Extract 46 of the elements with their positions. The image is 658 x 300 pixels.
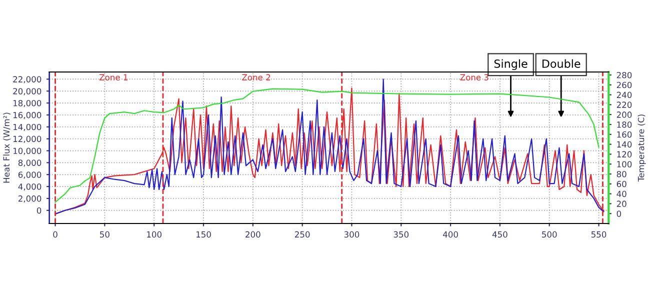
y2-tick-label: 100 xyxy=(617,161,632,168)
x-tick-label: 400 xyxy=(443,231,458,238)
y2-tick-label: 240 xyxy=(616,92,632,98)
y-tick-label: 16,000 xyxy=(13,112,42,120)
y2-tick-label: 80 xyxy=(616,170,626,178)
x-tick-label: 100 xyxy=(147,231,162,238)
y2-tick-label: 280 xyxy=(616,72,632,78)
annotation: Zone 1 xyxy=(99,74,128,80)
x-tick-label: 350 xyxy=(394,231,409,238)
y-tick-label: 8,000 xyxy=(18,160,42,167)
text: Double xyxy=(542,59,580,68)
y-tick-label: 18,000 xyxy=(13,100,42,108)
y-tick-label: 22,000 xyxy=(13,76,42,84)
x-tick-label: 150 xyxy=(196,231,211,238)
x-tick-label: 50 xyxy=(100,231,110,238)
y2-tick-label: 200 xyxy=(616,112,632,118)
y2-tick-label: 60 xyxy=(616,180,626,188)
y-axis-title: Heat Flux (W/m²) xyxy=(3,112,11,183)
y-tick-label: 12,000 xyxy=(13,136,42,143)
y2-tick-label: 180 xyxy=(617,121,632,128)
text: Single xyxy=(494,59,528,70)
y2-tick-label: 0 xyxy=(616,210,622,217)
x-tick-label: 450 xyxy=(492,231,508,238)
y-tick-label: 4,000 xyxy=(18,184,42,191)
y-tick-label: 20,000 xyxy=(13,88,42,96)
x-tick-label: 250 xyxy=(294,231,310,238)
y-tick-label: 0 xyxy=(36,207,42,214)
y2-tick-label: 120 xyxy=(617,151,632,158)
y2-tick-label: 160 xyxy=(617,131,632,138)
y-tick-label: 6,000 xyxy=(18,172,42,179)
annotation: Zone 3 xyxy=(460,74,488,80)
annotation: Zone 2 xyxy=(242,74,270,80)
x-tick-label: 200 xyxy=(246,231,260,238)
y2-tick-label: 20 xyxy=(616,200,626,207)
y2-tick-label: 140 xyxy=(617,141,632,148)
x-tick-label: 550 xyxy=(591,231,606,238)
y-tick-label: 14,000 xyxy=(13,124,42,132)
x-tick-label: 0 xyxy=(53,231,58,238)
y-tick-label: 2,000 xyxy=(18,195,42,203)
y2-axis-title: Temperature (C) xyxy=(638,114,646,182)
y2-tick-label: 40 xyxy=(616,190,626,198)
x-tick-label: 500 xyxy=(542,231,557,238)
y2-tick-label: 260 xyxy=(616,82,632,88)
x-tick-label: 300 xyxy=(344,231,360,238)
y-tick-label: 10,000 xyxy=(13,148,42,155)
y2-tick-label: 220 xyxy=(616,102,632,108)
